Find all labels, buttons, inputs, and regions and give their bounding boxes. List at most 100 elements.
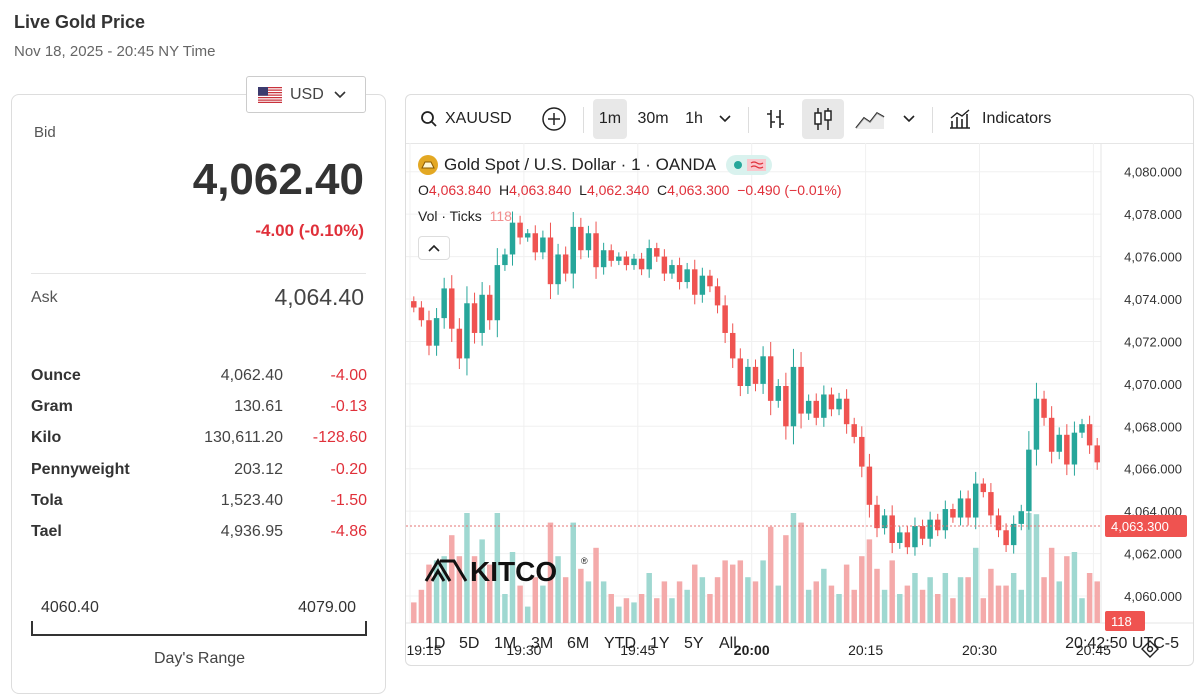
interval-1m[interactable]: 1m xyxy=(593,99,627,139)
toolbar-divider xyxy=(748,107,749,133)
volume-bar xyxy=(1071,552,1078,623)
day-range-bar xyxy=(31,621,367,636)
candle-body xyxy=(988,492,994,516)
candle-body xyxy=(995,515,1002,531)
range-6m[interactable]: 6M xyxy=(567,635,590,652)
volume-bar xyxy=(859,556,865,623)
market-status-badge xyxy=(726,155,773,175)
unit-name: Ounce xyxy=(31,367,81,384)
volume-bar xyxy=(600,581,607,623)
us-flag-icon xyxy=(258,86,282,103)
volume-bar xyxy=(1064,556,1070,623)
interval-1h[interactable]: 1h xyxy=(685,110,703,127)
unit-row: Ounce 4,062.40 -4.00 xyxy=(31,363,367,394)
interval-dropdown[interactable] xyxy=(712,99,738,139)
price-chart[interactable]: 4,080.000 4,078.000 4,076.000 4,074.000 4,07… xyxy=(406,143,1194,666)
reset-scale-button[interactable] xyxy=(1141,640,1159,658)
candle-body xyxy=(1010,523,1017,546)
volume-bar xyxy=(456,556,463,623)
low-label: L xyxy=(579,182,587,198)
compare-button[interactable] xyxy=(536,99,572,139)
price-tick-label: 4,080.000 xyxy=(1124,165,1182,180)
volume-bar xyxy=(1041,577,1047,623)
candle-body xyxy=(532,233,539,253)
volume-bar xyxy=(783,535,789,623)
candle-body xyxy=(661,256,668,274)
volume-bar xyxy=(578,568,584,623)
candle-body xyxy=(912,526,918,548)
candle-body xyxy=(760,356,766,384)
volume-bar xyxy=(692,564,698,623)
volume-bar xyxy=(524,606,531,623)
chart-widget: XAUUSD 1m 30m 1h Indicators xyxy=(405,94,1194,666)
range-all[interactable]: All xyxy=(719,635,737,652)
day-range-high: 4079.00 xyxy=(298,599,356,616)
price-tick-label: 4,060.000 xyxy=(1124,589,1182,604)
candles-chart-type-button[interactable] xyxy=(802,99,844,139)
symbol-search[interactable]: XAUUSD xyxy=(416,99,516,139)
volume-bar xyxy=(570,522,576,623)
candle-body xyxy=(707,275,713,287)
unit-table: Ounce 4,062.40 -4.00 Gram 130.61 -0.13 Kilo 1… xyxy=(31,363,367,550)
ohlc-legend: O4,063.840 H4,063.840 L4,062.340 C4,063.… xyxy=(418,182,842,198)
volume-bar xyxy=(737,560,744,623)
indicators-button[interactable]: Indicators xyxy=(942,99,1066,139)
range-1d[interactable]: 1D xyxy=(425,635,446,652)
volume-bar xyxy=(471,556,478,623)
candlestick-icon xyxy=(814,108,832,130)
volume-bar xyxy=(927,577,933,623)
unit-row: Pennyweight 203.12 -0.20 xyxy=(31,457,367,488)
candle-body xyxy=(866,466,873,505)
price-tick-label: 4,062.000 xyxy=(1124,547,1182,562)
last-volume-marker xyxy=(1105,611,1145,631)
range-1m[interactable]: 1M xyxy=(494,635,517,652)
currency-select[interactable]: USD xyxy=(246,76,366,113)
candles xyxy=(411,211,1100,556)
candle-body xyxy=(623,256,630,266)
candle-body xyxy=(433,318,440,346)
volume-bar xyxy=(646,573,652,623)
high-label: H xyxy=(498,182,510,198)
candle-body xyxy=(699,275,706,295)
range-5y[interactable]: 5Y xyxy=(684,635,704,652)
area-chart-type-button[interactable] xyxy=(852,99,888,139)
volume-bar xyxy=(919,589,926,623)
price-tick-label: 4,078.000 xyxy=(1124,207,1182,222)
candle-body xyxy=(805,400,812,414)
volume-bar xyxy=(449,535,455,623)
volume-bar xyxy=(714,577,721,623)
volume-bars xyxy=(411,513,1100,623)
range-ytd[interactable]: YTD xyxy=(604,635,636,652)
collapse-legend-button[interactable] xyxy=(418,236,450,260)
candle-body xyxy=(616,256,622,261)
volume-bar xyxy=(805,589,812,623)
unit-change: -4.00 xyxy=(330,367,367,384)
range-3m[interactable]: 3M xyxy=(531,635,554,652)
volume-bar xyxy=(957,577,964,623)
volume-bar xyxy=(540,585,546,623)
candle-body xyxy=(540,237,546,253)
candle-body xyxy=(775,386,782,401)
volume-bar xyxy=(889,560,895,623)
symbol-label: XAUUSD xyxy=(445,110,512,127)
range-5d[interactable]: 5D xyxy=(459,635,480,652)
volume-bar xyxy=(897,594,903,623)
volume-bar xyxy=(479,539,485,623)
candle-body xyxy=(729,332,736,359)
candle-body xyxy=(600,250,607,268)
interval-30m[interactable]: 30m xyxy=(637,110,669,127)
plus-circle-icon xyxy=(542,107,566,131)
volume-bar xyxy=(790,513,797,623)
volume-bar xyxy=(509,552,516,623)
bar-chart-type-button[interactable] xyxy=(758,99,794,139)
volume-bar xyxy=(813,581,819,623)
volume-bar xyxy=(843,564,850,623)
volume-bar xyxy=(881,589,888,623)
range-1y[interactable]: 1Y xyxy=(650,635,670,652)
candle-body xyxy=(790,366,797,427)
chart-type-dropdown[interactable] xyxy=(896,99,922,139)
volume-bar xyxy=(1033,514,1040,623)
candle-body xyxy=(1079,424,1085,433)
kitco-logo: KITCO ® xyxy=(424,556,588,587)
indicators-icon xyxy=(950,109,970,129)
